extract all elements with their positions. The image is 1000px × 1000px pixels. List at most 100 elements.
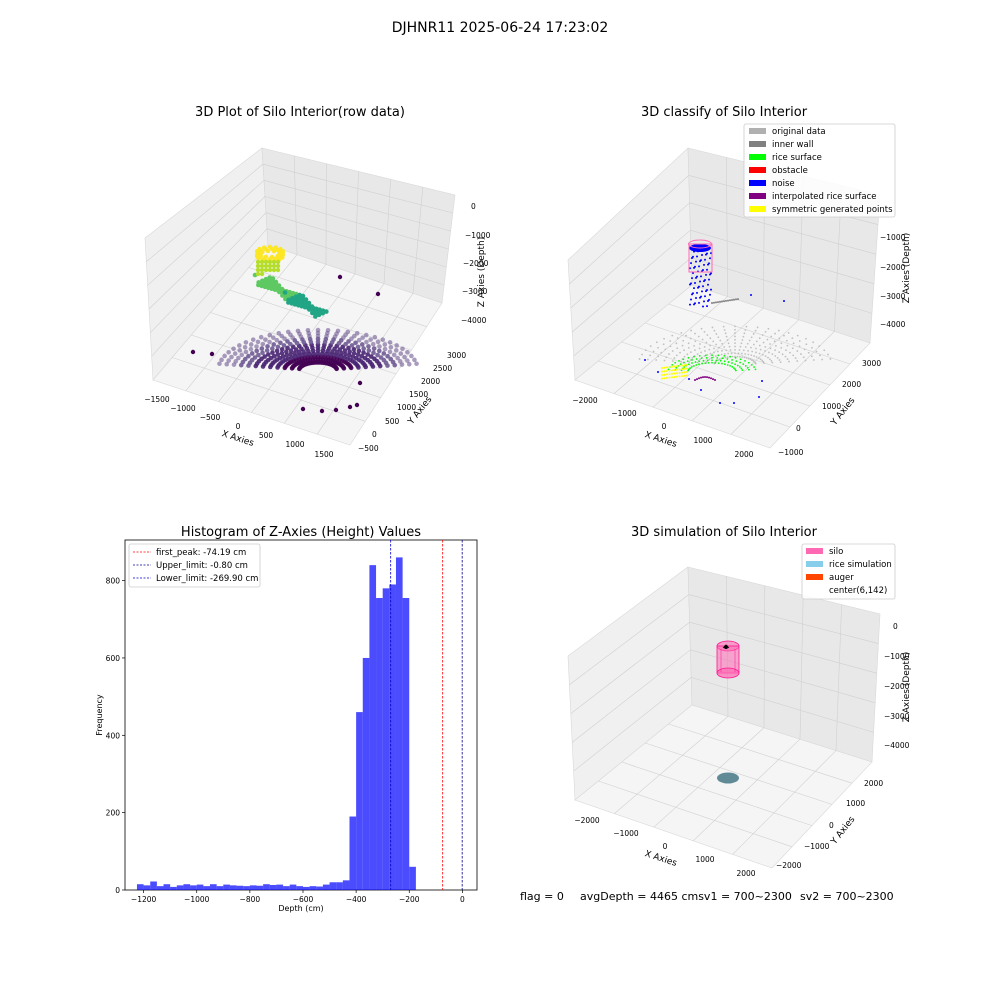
svg-text:Upper_limit: -0.80 cm: Upper_limit: -0.80 cm: [156, 561, 248, 571]
cls-point: [719, 300, 721, 303]
cls-point: [691, 359, 693, 361]
cls-point: [711, 302, 713, 304]
cls-point: [699, 280, 701, 283]
raw-point: [348, 365, 354, 371]
cls-point: [778, 337, 781, 340]
legend-item-inner-wall: inner wall: [749, 140, 813, 150]
cls-point: [698, 363, 700, 366]
cls-point: [734, 342, 736, 345]
cls-point: [761, 380, 763, 382]
raw-z-axis-label: Z Axies (Depth): [477, 237, 487, 308]
raw-point: [282, 290, 288, 295]
cls-point: [810, 355, 813, 358]
raw-point: [270, 350, 275, 355]
cls-point: [740, 342, 743, 345]
cls-point: [698, 377, 700, 380]
gridline: [569, 175, 690, 285]
gridline: [653, 727, 765, 828]
raw-point: [284, 349, 289, 355]
raw-point: [296, 349, 302, 355]
raw-point: [233, 359, 239, 364]
raw-point: [250, 337, 256, 342]
cls-point: [754, 362, 757, 365]
cls-point: [792, 354, 795, 357]
cls-point: [776, 357, 779, 359]
cls-point: [671, 363, 674, 366]
figure-suptitle: DJHNR11 2025-06-24 17:23:02: [392, 20, 609, 36]
cls-point: [697, 335, 700, 338]
gridline: [598, 360, 791, 428]
raw-point: [368, 337, 373, 342]
cls-point: [726, 358, 729, 360]
cls-point: [753, 366, 755, 368]
cls-point: [701, 338, 704, 341]
cls-point: [701, 290, 703, 293]
cls-point: [758, 344, 761, 347]
cls-point: [686, 364, 688, 366]
cls-point: [681, 364, 683, 367]
cls-point: [681, 344, 684, 347]
gridline: [412, 187, 424, 294]
gridline: [835, 604, 842, 751]
raw-point: [284, 353, 289, 358]
raw-ytick: −500: [358, 444, 379, 453]
raw-point: [400, 346, 405, 352]
raw-point: [335, 353, 341, 358]
cls-point: [673, 376, 676, 378]
histogram-xtick-label: −600: [293, 895, 314, 904]
gridline: [151, 228, 268, 357]
gridline: [691, 319, 800, 422]
raw-point: [249, 351, 255, 356]
cls-point: [759, 358, 762, 361]
cls-point: [752, 343, 755, 346]
raw-point: [255, 271, 261, 277]
raw-point: [267, 263, 273, 269]
cls-point: [798, 345, 801, 348]
histogram-plot-area: [124, 539, 478, 891]
cls-point: [731, 362, 733, 364]
cls-point: [693, 266, 695, 269]
cls-point: [703, 263, 705, 266]
cls-point: [669, 345, 672, 348]
classify-z-axis-label: Z Axies (Depth): [902, 233, 912, 304]
cls-point: [704, 350, 706, 352]
cls-point: [683, 349, 685, 352]
histogram-bar: [289, 884, 297, 890]
cls-point: [709, 257, 711, 260]
cls-point: [685, 334, 687, 337]
raw-point: [347, 404, 353, 410]
cls-point: [759, 348, 762, 351]
raw-ztick: −4000: [461, 316, 487, 325]
cls-point: [676, 337, 679, 340]
sim-ytick: 2000: [864, 779, 883, 788]
footer-flag: flag = 0: [520, 890, 564, 903]
cls-point: [706, 268, 708, 271]
cls-point: [686, 360, 689, 363]
cls-point: [728, 345, 731, 348]
cls-point: [693, 344, 695, 347]
histogram-legend: first_peak: -74.19 cm Upper_limit: -0.80…: [128, 543, 261, 588]
cls-point: [666, 366, 668, 369]
raw-xtick: −1500: [144, 395, 170, 404]
cls-point: [700, 376, 702, 379]
cls-point: [740, 367, 743, 370]
cls-point: [751, 359, 753, 361]
cls-point: [661, 367, 663, 369]
raw-point: [258, 334, 264, 340]
raw-point: [353, 340, 358, 346]
raw-point: [309, 306, 314, 312]
raw-point: [256, 251, 261, 256]
cls-point: [692, 272, 694, 275]
cls-point: [715, 333, 718, 335]
raw-point: [246, 353, 251, 359]
cls-point: [691, 277, 693, 280]
histogram-bar: [163, 884, 171, 890]
cls-point: [702, 285, 704, 288]
legend-item-symmetric-generated-points: symmetric generated points: [749, 205, 893, 215]
raw-point: [334, 349, 340, 355]
raw-point: [242, 344, 248, 350]
cls-xtick: −1000: [611, 409, 637, 418]
cls-point: [803, 348, 806, 351]
cls-point: [671, 350, 674, 352]
raw-ztick: −3000: [462, 287, 488, 296]
